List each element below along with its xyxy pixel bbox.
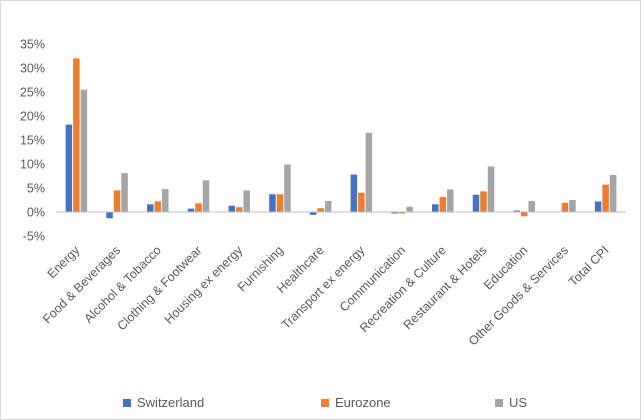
bars	[65, 58, 617, 219]
bar-eurozone	[154, 201, 162, 212]
bar-us	[487, 166, 495, 212]
bar-us	[202, 180, 210, 212]
bar-us	[121, 173, 128, 212]
bar-switzerland	[513, 210, 520, 212]
bar-eurozone	[235, 207, 243, 212]
bar-eurozone	[195, 203, 202, 212]
bar-us	[324, 200, 332, 212]
y-tick-label: -5%	[23, 230, 45, 244]
bar-eurozone	[398, 212, 406, 214]
bar-eurozone	[602, 184, 609, 212]
bar-eurozone	[480, 191, 487, 212]
bar-eurozone	[317, 208, 324, 212]
bar-switzerland	[432, 204, 439, 212]
x-category-label: Food & Beverages	[40, 243, 123, 326]
legend-item-eurozone: Eurozone	[321, 395, 391, 410]
x-category-label: Housing ex energy	[162, 243, 246, 327]
y-tick-label: 30%	[20, 62, 45, 76]
y-tick-label: 25%	[20, 86, 45, 100]
bar-eurozone	[439, 197, 447, 212]
bar-eurozone	[358, 192, 365, 212]
y-tick-label: 0%	[27, 206, 45, 220]
bar-us	[528, 200, 535, 212]
bar-eurozone	[73, 58, 80, 213]
bar-us	[406, 206, 413, 212]
bar-switzerland	[269, 194, 276, 212]
legend-swatch	[321, 398, 329, 407]
y-tick-label: 15%	[20, 134, 45, 148]
y-tick-label: 10%	[20, 158, 45, 172]
bar-switzerland	[228, 205, 235, 212]
legend-swatch	[123, 398, 131, 407]
bar-switzerland	[594, 201, 602, 212]
bar-us	[162, 188, 169, 212]
y-axis-ticks: 35% 30% 25% 20% 15% 10% 5% 0% -5%	[20, 38, 45, 244]
bar-us	[447, 189, 454, 212]
bar-switzerland	[147, 204, 154, 212]
y-tick-label: 5%	[27, 182, 45, 196]
bar-us	[80, 89, 88, 212]
bar-switzerland	[472, 194, 480, 212]
y-tick-label: 35%	[20, 38, 45, 52]
bar-eurozone	[561, 202, 569, 212]
bar-us	[609, 175, 617, 212]
bar-us	[569, 200, 576, 212]
bar-us	[365, 132, 373, 212]
legend-label: US	[509, 395, 528, 410]
x-category-label: Alcohol & Tobacco	[81, 243, 163, 325]
bar-switzerland	[309, 212, 317, 215]
bar-switzerland	[106, 212, 113, 219]
legend-label: Switzerland	[137, 395, 205, 410]
bar-us	[243, 190, 250, 212]
bar-switzerland	[187, 208, 195, 212]
legend-label: Eurozone	[335, 395, 391, 410]
bar-eurozone	[113, 190, 121, 212]
bar-switzerland	[65, 124, 73, 212]
legend-item-us: US	[495, 395, 527, 410]
bar-switzerland	[391, 212, 398, 214]
x-category-label: Total CPI	[566, 243, 612, 289]
legend-item-switzerland: Switzerland	[123, 395, 204, 410]
bar-eurozone	[520, 212, 528, 217]
bar-eurozone	[276, 194, 284, 212]
bar-us	[284, 164, 291, 212]
legend-swatch	[495, 398, 503, 407]
legend: Switzerland Eurozone US	[1, 395, 640, 415]
bar-switzerland	[350, 174, 358, 212]
x-category-label: Energy	[45, 243, 83, 281]
y-tick-label: 20%	[20, 110, 45, 124]
